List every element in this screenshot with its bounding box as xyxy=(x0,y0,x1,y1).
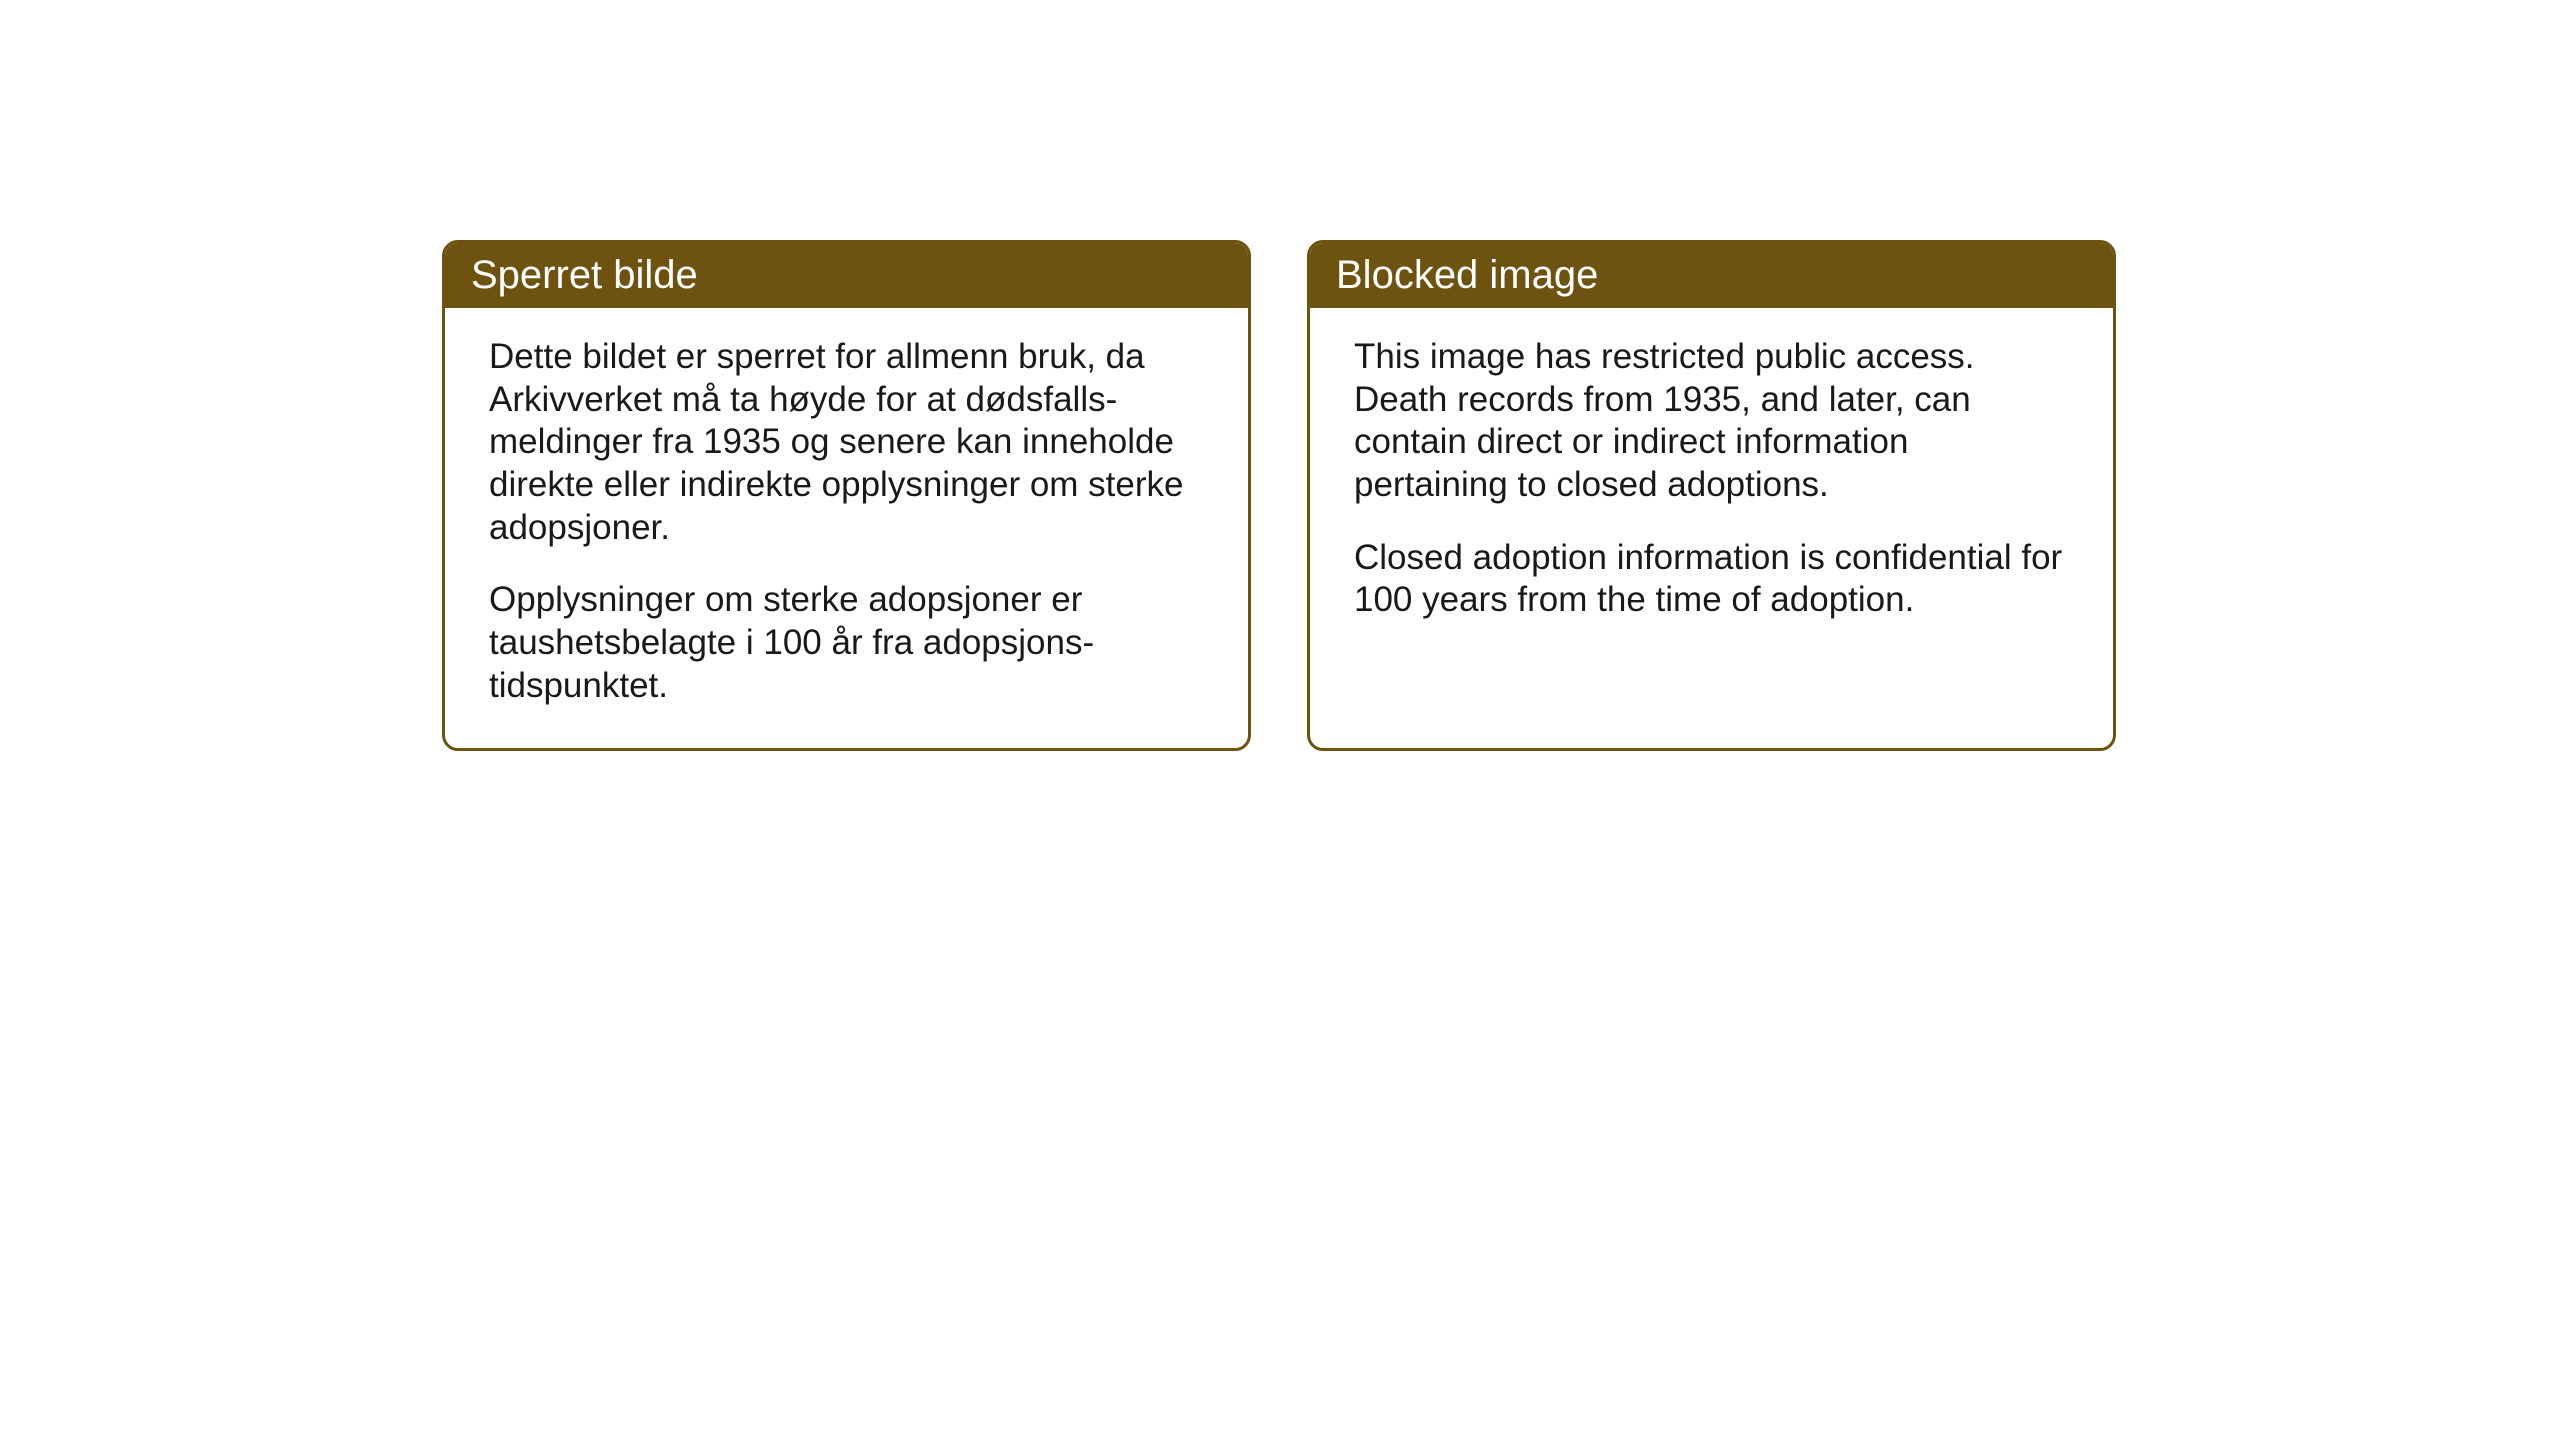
card-body-english: This image has restricted public access.… xyxy=(1310,308,2113,710)
card-paragraph-2-english: Closed adoption information is confident… xyxy=(1354,537,2069,622)
card-header-english: Blocked image xyxy=(1310,243,2113,308)
card-paragraph-2-norwegian: Opplysninger om sterke adopsjoner er tau… xyxy=(489,579,1204,707)
card-paragraph-1-norwegian: Dette bildet er sperret for allmenn bruk… xyxy=(489,336,1204,549)
card-body-norwegian: Dette bildet er sperret for allmenn bruk… xyxy=(445,308,1248,748)
card-title-norwegian: Sperret bilde xyxy=(471,253,698,297)
card-paragraph-1-english: This image has restricted public access.… xyxy=(1354,336,2069,507)
blocked-image-card-norwegian: Sperret bilde Dette bildet er sperret fo… xyxy=(442,240,1251,751)
blocked-image-card-english: Blocked image This image has restricted … xyxy=(1307,240,2116,751)
card-header-norwegian: Sperret bilde xyxy=(445,243,1248,308)
card-title-english: Blocked image xyxy=(1336,253,1598,297)
notice-container: Sperret bilde Dette bildet er sperret fo… xyxy=(0,0,2560,751)
